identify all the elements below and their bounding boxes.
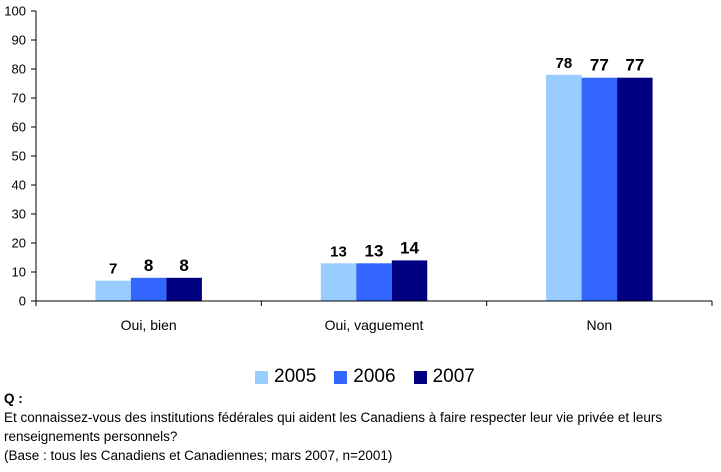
bar-2007 bbox=[391, 260, 428, 301]
legend-item-2007: 2007 bbox=[413, 366, 475, 388]
legend-label-2007: 2007 bbox=[432, 366, 475, 387]
data-label-2005: 13 bbox=[330, 243, 347, 260]
legend-item-2006: 2006 bbox=[334, 366, 396, 388]
bar-2006 bbox=[581, 77, 618, 301]
base-text: (Base : tous les Canadiens et Canadienne… bbox=[4, 448, 393, 463]
legend-swatch-2006 bbox=[334, 370, 348, 384]
data-label-2005: 78 bbox=[555, 55, 572, 72]
chart-footnote: Q : Et connaissez-vous des institutions … bbox=[4, 389, 716, 465]
chart-legend: 2005 2006 2007 bbox=[255, 366, 493, 388]
y-tick-label: 90 bbox=[12, 33, 26, 48]
y-tick-label: 50 bbox=[12, 149, 26, 164]
y-tick-label: 10 bbox=[12, 265, 26, 280]
data-label-2007: 14 bbox=[400, 238, 419, 257]
bar-2006 bbox=[356, 263, 392, 301]
y-tick-label: 30 bbox=[12, 207, 26, 222]
question-label: Q : bbox=[4, 391, 23, 406]
y-tick-label: 40 bbox=[12, 178, 26, 193]
data-label-2006: 8 bbox=[144, 256, 153, 275]
legend-swatch-2007 bbox=[413, 370, 427, 384]
x-category-label: Non bbox=[586, 317, 612, 333]
y-tick-label: 70 bbox=[12, 91, 26, 106]
x-category-label: Oui, vaguement bbox=[325, 317, 424, 333]
data-label-2005: 7 bbox=[109, 261, 117, 278]
bar-2005 bbox=[546, 74, 582, 301]
legend-label-2006: 2006 bbox=[353, 366, 396, 387]
question-text: Et connaissez-vous des institutions fédé… bbox=[4, 410, 663, 444]
bar-2005 bbox=[320, 263, 357, 301]
y-tick-label: 20 bbox=[12, 236, 26, 251]
data-label-2006: 13 bbox=[365, 241, 384, 260]
legend-swatch-2005 bbox=[255, 370, 268, 384]
data-label-2007: 8 bbox=[179, 256, 188, 275]
data-label-2006: 77 bbox=[590, 56, 609, 75]
x-category-label: Oui, bien bbox=[121, 317, 177, 333]
legend-label-2005: 2005 bbox=[274, 366, 317, 387]
legend-item-2005: 2005 bbox=[255, 366, 316, 388]
bar-2007 bbox=[617, 77, 653, 301]
bar-2005 bbox=[95, 280, 131, 301]
y-tick-label: 0 bbox=[19, 294, 26, 309]
data-label-2007: 77 bbox=[625, 56, 644, 75]
y-tick-label: 80 bbox=[12, 62, 26, 77]
y-tick-label: 100 bbox=[4, 4, 26, 19]
bar-2007 bbox=[166, 277, 202, 301]
bar-2006 bbox=[130, 277, 167, 301]
y-tick-label: 60 bbox=[12, 120, 26, 135]
